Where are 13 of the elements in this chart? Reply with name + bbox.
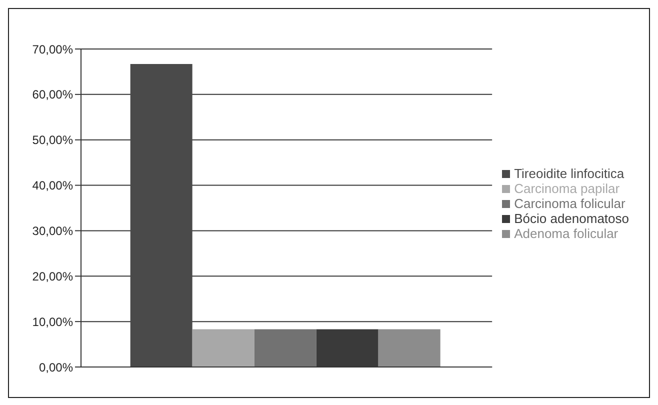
y-tick-label: 10,00% <box>32 314 74 329</box>
y-tick-label: 0,00% <box>38 360 74 374</box>
y-tick-label: 50,00% <box>32 133 74 148</box>
legend-label: Carcinoma folicular <box>514 196 626 210</box>
y-tick-label: 20,00% <box>32 269 74 284</box>
legend-label: Adenoma folicular <box>514 226 618 240</box>
y-tick-label: 60,00% <box>32 88 74 102</box>
y-tick-label: 70,00% <box>32 42 74 56</box>
legend-label: Carcinoma papilar <box>514 180 620 196</box>
legend-label: Tireoidite linfocitica <box>514 166 624 180</box>
y-tick-label: 30,00% <box>32 224 74 238</box>
y-tick-label: 40,00% <box>32 178 74 193</box>
legend-label: Bócio adenomatoso <box>514 210 629 226</box>
